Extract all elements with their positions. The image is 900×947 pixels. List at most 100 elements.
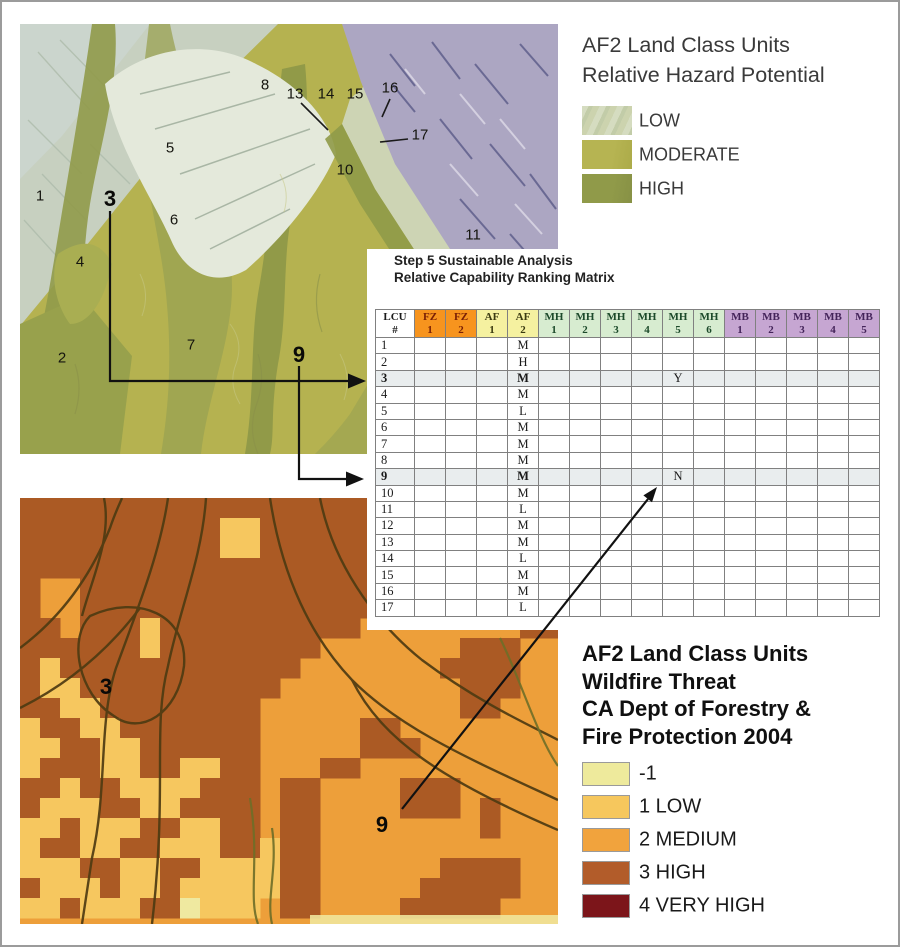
matrix-col-mh2: MH 2 <box>569 309 601 338</box>
cell-mb5-9 <box>848 468 880 486</box>
cell-fz1-17 <box>414 599 446 617</box>
cell-mh2-3 <box>569 369 601 388</box>
matrix-col-lcu: LCU # <box>375 309 415 338</box>
threat-unit-label-9: 9 <box>375 812 389 837</box>
cell-mb4-12 <box>817 517 849 535</box>
cell-fz2-13 <box>445 533 477 552</box>
cell-mh6-11 <box>693 500 725 519</box>
cell-mb1-9 <box>724 468 756 486</box>
cell-mb4-16 <box>817 582 849 601</box>
cell-mb1-10 <box>724 484 756 502</box>
4-very-high-label: 4 VERY HIGH <box>639 894 765 917</box>
cell-af1-16 <box>476 582 508 601</box>
cell-mh5-7 <box>662 435 694 453</box>
cell-af1-4 <box>476 386 508 404</box>
hazard-unit-label-1: 1 <box>35 187 45 205</box>
cell-af1-13 <box>476 533 508 552</box>
cell-mh3-1 <box>600 336 632 355</box>
hazard-unit-label-4: 4 <box>75 253 85 271</box>
cell-mh3-11 <box>600 500 632 519</box>
cell-mb2-14 <box>755 550 787 568</box>
cell-af2-11: L <box>507 500 539 519</box>
cell-mh5-8 <box>662 451 694 470</box>
cell-mb3-10 <box>786 484 818 502</box>
cell-mh4-16 <box>631 582 663 601</box>
cell-af1-11 <box>476 500 508 519</box>
hazard-legend: AF2 Land Class Units Relative Hazard Pot… <box>582 30 892 215</box>
hazard-unit-label-2: 2 <box>57 349 67 367</box>
cell-mb4-15 <box>817 566 849 584</box>
cell-mb1-2 <box>724 353 756 371</box>
cell-mh6-8 <box>693 451 725 470</box>
hazard-unit-label-13: 13 <box>286 85 304 103</box>
cell-af2-14: L <box>507 550 539 568</box>
wildfire-legend-title-line4: Fire Protection 2004 <box>582 723 793 749</box>
cell-lcu-11: 11 <box>375 500 415 519</box>
cell-mh4-17 <box>631 599 663 617</box>
cell-fz2-9 <box>445 468 477 486</box>
cell-mb3-9 <box>786 468 818 486</box>
cell-mb5-4 <box>848 386 880 404</box>
cell-mb2-9 <box>755 468 787 486</box>
cell-lcu-8: 8 <box>375 451 415 470</box>
cell-mh1-11 <box>538 500 570 519</box>
cell-mh2-15 <box>569 566 601 584</box>
cell-mb4-2 <box>817 353 849 371</box>
matrix-col-mb3: MB 3 <box>786 309 818 338</box>
matrix-row-10: 10 M <box>375 484 880 502</box>
cell-mh6-6 <box>693 418 725 437</box>
matrix-row-9: 9 M N <box>375 468 880 486</box>
cell-mh5-9: N <box>662 468 694 486</box>
cell-af1-8 <box>476 451 508 470</box>
cell-lcu-1: 1 <box>375 336 415 355</box>
cell-mb1-8 <box>724 451 756 470</box>
cell-af1-9 <box>476 468 508 486</box>
cell-mh4-10 <box>631 484 663 502</box>
cell-mh5-15 <box>662 566 694 584</box>
legend-item-1-low: 1 LOW <box>582 795 882 819</box>
cell-af2-10: M <box>507 484 539 502</box>
hazard-unit-label-6: 6 <box>169 211 179 229</box>
cell-mb5-2 <box>848 353 880 371</box>
cell-mh1-9 <box>538 468 570 486</box>
cell-mh2-14 <box>569 550 601 568</box>
matrix-row-3: 3 M Y <box>375 369 880 388</box>
cell-mh6-9 <box>693 468 725 486</box>
cell-fz2-3 <box>445 369 477 388</box>
cell-mb5-7 <box>848 435 880 453</box>
hazard-unit-label-14: 14 <box>317 85 335 103</box>
cell-mb3-1 <box>786 336 818 355</box>
cell-fz1-10 <box>414 484 446 502</box>
cell-mh1-2 <box>538 353 570 371</box>
cell-mh6-12 <box>693 517 725 535</box>
cell-mb1-17 <box>724 599 756 617</box>
legend-item-2-medium: 2 MEDIUM <box>582 828 882 852</box>
cell-lcu-5: 5 <box>375 402 415 420</box>
cell-mh1-10 <box>538 484 570 502</box>
hazard-unit-label-15: 15 <box>346 85 364 103</box>
cell-mb1-13 <box>724 533 756 552</box>
matrix-title-line1: Step 5 Sustainable Analysis <box>394 253 573 268</box>
cell-mh2-16 <box>569 582 601 601</box>
cell-mh1-5 <box>538 402 570 420</box>
cell-lcu-4: 4 <box>375 386 415 404</box>
cell-mb1-1 <box>724 336 756 355</box>
cell-af2-16: M <box>507 582 539 601</box>
cell-mb4-4 <box>817 386 849 404</box>
cell-mh6-13 <box>693 533 725 552</box>
cell-fz1-5 <box>414 402 446 420</box>
cell-mh5-2 <box>662 353 694 371</box>
cell-mh4-4 <box>631 386 663 404</box>
cell-mh5-5 <box>662 402 694 420</box>
matrix-col-mh4: MH 4 <box>631 309 663 338</box>
wildfire-legend-title-line2: Wildfire Threat <box>582 668 736 694</box>
cell-af2-13: M <box>507 533 539 552</box>
cell-mh6-15 <box>693 566 725 584</box>
cell-mh1-12 <box>538 517 570 535</box>
